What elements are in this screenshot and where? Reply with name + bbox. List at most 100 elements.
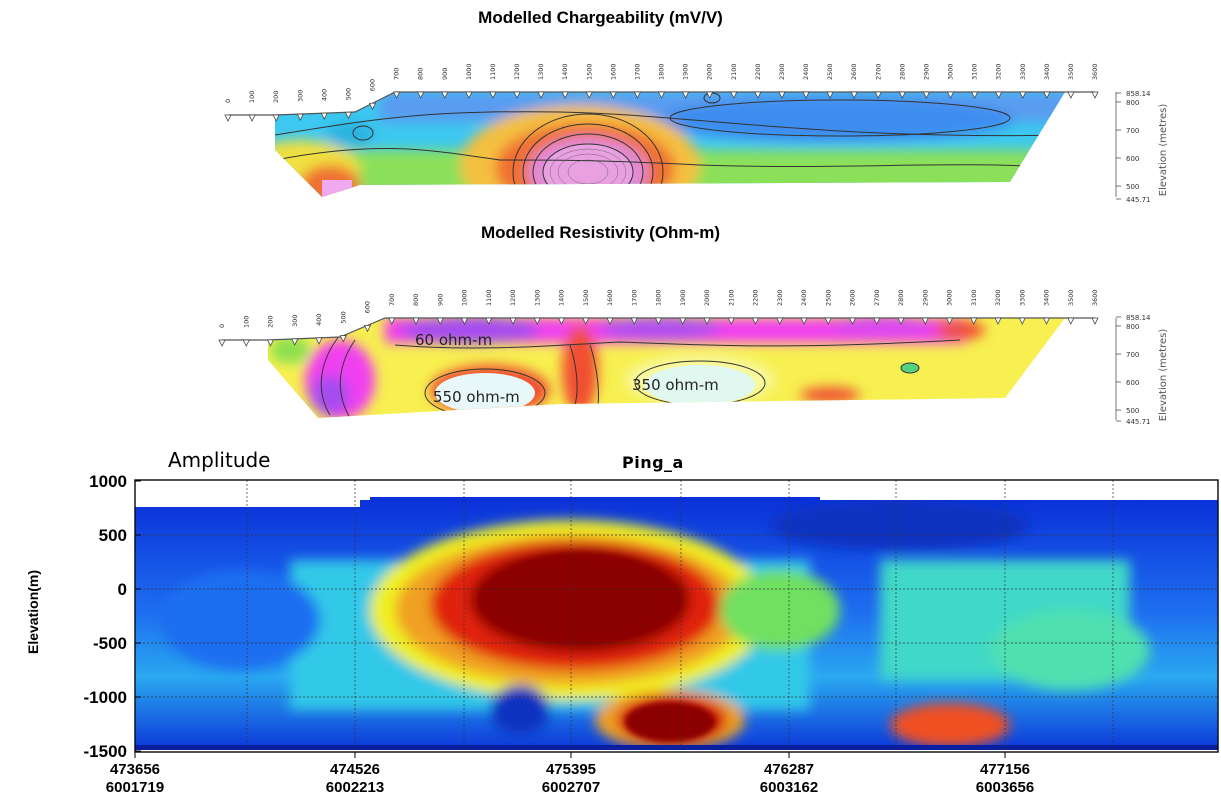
resistivity-station-marker — [630, 317, 638, 325]
chargeability-station-marker — [946, 91, 955, 99]
chargeability-station-marker — [489, 91, 497, 99]
resistivity-annotation-350: 350 ohm-m — [632, 376, 719, 394]
ping-y-axis: 1000 500 0 -500 -1000 -1500 — [84, 472, 141, 761]
resistivity-station-marker — [679, 317, 687, 325]
amplitude-label: Amplitude — [168, 448, 271, 472]
ping-x-tick-northing: 6002213 — [326, 779, 384, 796]
chargeability-station-label: 1100 — [489, 63, 497, 80]
chargeability-station-label: 1600 — [609, 63, 617, 80]
chargeability-station-marker — [970, 91, 979, 99]
resistivity-station-label: 2400 — [800, 289, 808, 306]
resistivity-station-marker — [315, 337, 323, 345]
ping-title: Ping_a — [622, 453, 684, 472]
resistivity-station-label: 100 — [242, 316, 250, 328]
ping-x-tick-easting: 477156 — [980, 761, 1030, 778]
resistivity-station-marker — [291, 338, 299, 346]
resistivity-station-label: 1600 — [606, 289, 614, 306]
resistivity-station-marker — [266, 339, 275, 347]
chargeability-station-label: 400 — [320, 89, 328, 101]
resistivity-station-marker — [1067, 317, 1075, 325]
chargeability-station-label: 3000 — [947, 63, 955, 80]
ping-y-tick-label: -1000 — [84, 688, 127, 707]
resistivity-station-marker — [388, 317, 396, 325]
resistivity-elevation-tick-label: 858.14 — [1126, 314, 1151, 322]
resistivity-station-label: 1900 — [679, 289, 687, 306]
ping-y-tick-label: -1500 — [84, 742, 127, 761]
resistivity-station-label: 1400 — [558, 289, 566, 306]
chargeability-station-label: 2400 — [802, 63, 810, 80]
ping-x-tick-northing: 6003162 — [760, 779, 818, 796]
ping-x-tick-easting: 475395 — [546, 761, 596, 778]
chargeability-elevation-tick-label: 800 — [1126, 99, 1139, 107]
resistivity-station-marker — [776, 317, 784, 325]
chargeability-station-marker — [657, 91, 666, 99]
chargeability-station-marker — [441, 91, 449, 99]
resistivity-annotation-60: 60 ohm-m — [415, 331, 492, 349]
chargeability-station-marker — [561, 91, 569, 99]
ping-x-tick-northing: 6002707 — [542, 779, 600, 796]
chargeability-station-marker — [730, 91, 738, 99]
resistivity-station-label: 0 — [218, 324, 226, 328]
resistivity-station-label: 400 — [315, 313, 323, 325]
resistivity-station-label: 300 — [291, 314, 299, 326]
chargeability-elevation-tick-label: 500 — [1126, 183, 1139, 191]
chargeability-station-marker — [898, 91, 906, 99]
resistivity-station-marker — [945, 317, 954, 325]
resistivity-station-label: 1100 — [485, 289, 493, 306]
chargeability-station-marker — [778, 91, 786, 99]
resistivity-station-label: 3400 — [1043, 289, 1051, 306]
chargeability-station-marker — [633, 91, 642, 99]
chargeability-station-marker — [802, 91, 810, 99]
chargeability-station-marker — [706, 91, 714, 99]
resistivity-station-marker — [557, 317, 566, 325]
resistivity-colorfield — [268, 318, 1065, 418]
chargeability-station-label: 1000 — [465, 63, 473, 80]
chargeability-station-marker — [344, 111, 353, 120]
resistivity-station-marker — [242, 339, 250, 347]
ping-colorfield — [135, 497, 1218, 750]
chargeability-station-label: 2800 — [898, 63, 906, 80]
resistivity-station-marker — [703, 317, 711, 325]
resistivity-station-label: 2800 — [897, 289, 905, 306]
chargeability-station-label: 300 — [296, 90, 304, 102]
chargeability-station-marker — [995, 91, 1003, 99]
chargeability-station-marker — [368, 102, 377, 111]
chargeability-station-label: 1300 — [537, 63, 545, 80]
resistivity-station-marker — [994, 317, 1002, 325]
resistivity-station-label: 800 — [412, 294, 420, 306]
resistivity-station-label: 3500 — [1067, 289, 1075, 306]
resistivity-station-label: 1300 — [533, 289, 541, 306]
ping-x-tick-northing: 6003656 — [976, 779, 1034, 796]
resistivity-station-label: 1700 — [630, 289, 638, 306]
resistivity-elevation-tick-label: 445.71 — [1126, 418, 1151, 426]
ping-x-tick-easting: 476287 — [764, 761, 814, 778]
chargeability-station-marker — [609, 91, 617, 99]
chargeability-station-label: 100 — [248, 91, 256, 103]
chargeability-station-label: 2600 — [850, 63, 858, 80]
chargeability-elevation-tick-label: 700 — [1126, 127, 1139, 135]
chargeability-station-marker — [272, 114, 280, 122]
chargeability-station-label: 2300 — [778, 63, 786, 80]
chargeability-station-label: 1500 — [585, 63, 593, 80]
resistivity-station-label: 700 — [388, 294, 396, 306]
chargeability-station-label: 500 — [344, 88, 352, 100]
chargeability-station-marker — [296, 113, 304, 121]
chargeability-station-marker — [874, 91, 882, 99]
resistivity-station-marker — [218, 339, 226, 347]
resistivity-station-label: 2900 — [921, 289, 929, 306]
chargeability-station-marker — [320, 112, 328, 121]
resistivity-station-marker — [970, 317, 978, 325]
resistivity-station-marker — [751, 317, 760, 325]
ping-y-tick-label: -500 — [93, 634, 127, 653]
resistivity-elevation-tick-label: 800 — [1126, 323, 1139, 331]
resistivity-station-marker — [606, 317, 614, 325]
resistivity-station-label: 3200 — [994, 289, 1002, 306]
resistivity-station-label: 3600 — [1091, 289, 1099, 306]
resistivity-station-marker — [921, 317, 929, 325]
chargeability-station-marker — [248, 114, 256, 122]
resistivity-station-marker — [412, 317, 420, 325]
